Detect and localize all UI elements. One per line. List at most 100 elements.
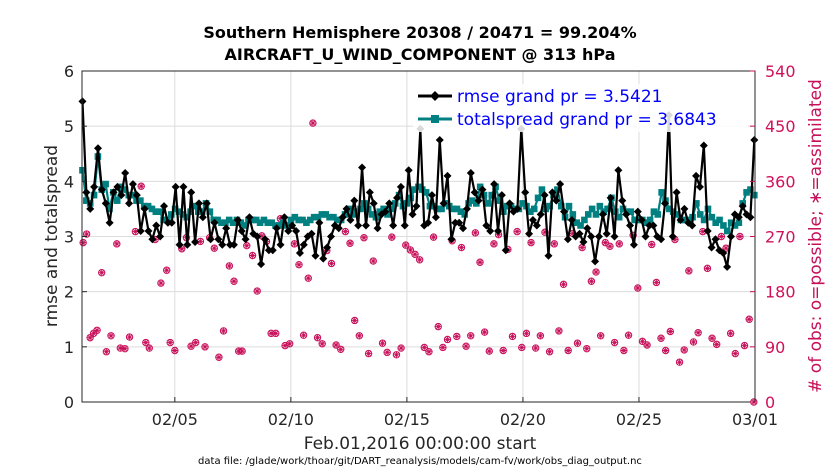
left-axis-title: rmse and totalspread bbox=[42, 145, 62, 327]
x-tick-label: 02/20 bbox=[500, 410, 546, 429]
obs-assimilated-point bbox=[249, 252, 256, 259]
totalspread-point bbox=[90, 191, 98, 199]
obs-assimilated-point bbox=[732, 350, 739, 357]
totalspread-point bbox=[723, 227, 731, 235]
data-file-footnote: data file: /glade/work/thoar/git/DART_re… bbox=[198, 456, 642, 467]
obs-assimilated-point bbox=[328, 260, 335, 267]
obs-assimilated-point bbox=[500, 347, 507, 354]
totalspread-point bbox=[237, 219, 245, 227]
rmse-point bbox=[210, 218, 219, 227]
totalspread-point bbox=[735, 219, 743, 227]
rmse-point bbox=[482, 221, 491, 230]
rmse-point bbox=[86, 204, 95, 213]
rmse-point bbox=[672, 188, 681, 197]
obs-assimilated-point bbox=[513, 228, 521, 235]
obs-assimilated-point bbox=[300, 331, 307, 339]
rmse-point bbox=[260, 235, 269, 244]
rmse-point bbox=[97, 185, 106, 194]
totalspread-point bbox=[314, 213, 322, 221]
totalspread-point bbox=[113, 197, 121, 204]
obs-assimilated-point bbox=[351, 317, 358, 324]
obs-assimilated-point bbox=[79, 239, 87, 246]
obs-assimilated-point bbox=[727, 330, 734, 337]
rmse-point bbox=[490, 180, 499, 189]
totalspread-point bbox=[673, 211, 681, 218]
obs-assimilated-point bbox=[713, 341, 720, 348]
obs-assimilated-point bbox=[132, 228, 139, 235]
x-tick-label: 02/15 bbox=[384, 410, 430, 429]
rmse-point bbox=[591, 257, 600, 266]
rmse-point bbox=[276, 240, 285, 249]
rmse-point bbox=[272, 224, 281, 233]
obs-assimilated-point bbox=[690, 338, 697, 346]
obs-assimilated-point bbox=[230, 278, 238, 285]
obs-assimilated-point bbox=[653, 279, 660, 286]
obs-assimilated-point bbox=[83, 230, 90, 238]
totalspread-point bbox=[534, 194, 542, 202]
rmse-point bbox=[175, 240, 184, 249]
totalspread-point bbox=[306, 216, 314, 224]
rmse-point bbox=[361, 221, 370, 230]
rmse-point bbox=[327, 232, 336, 241]
obs-assimilated-point bbox=[676, 358, 683, 366]
obs-assimilated-point bbox=[281, 342, 289, 349]
totalspread-point bbox=[287, 216, 295, 224]
totalspread-point bbox=[476, 183, 484, 191]
obs-assimilated-point bbox=[606, 243, 614, 250]
obs-assimilated-point bbox=[90, 330, 97, 337]
totalspread-point bbox=[206, 208, 214, 215]
obs-assimilated-point bbox=[411, 251, 419, 258]
obs-assimilated-point bbox=[458, 244, 465, 251]
rmse-point bbox=[598, 210, 607, 219]
rmse-point bbox=[575, 229, 584, 238]
rmse-point bbox=[198, 213, 207, 222]
rmse-point bbox=[649, 221, 658, 230]
obs-assimilated-point bbox=[365, 350, 372, 357]
totalspread-point bbox=[295, 216, 302, 224]
rmse-point bbox=[152, 221, 161, 230]
obs-assimilated-point bbox=[166, 339, 174, 346]
obs-assimilated-point bbox=[258, 232, 266, 240]
rmse-point bbox=[241, 235, 250, 244]
obs-assimilated-point bbox=[416, 256, 423, 263]
obs-assimilated-point bbox=[332, 341, 340, 349]
obs-assimilated-point bbox=[272, 330, 279, 337]
rmse-point bbox=[128, 180, 137, 189]
totalspread-point bbox=[106, 205, 113, 213]
rmse-point bbox=[424, 218, 433, 227]
rmse-point bbox=[148, 235, 157, 244]
totalspread-point bbox=[716, 216, 723, 224]
totalspread-point bbox=[712, 219, 719, 227]
obs-assimilated-point bbox=[291, 240, 298, 248]
obs-assimilated-point bbox=[602, 239, 609, 246]
totalspread-point bbox=[681, 216, 689, 224]
obs-assimilated-point bbox=[481, 328, 488, 336]
rmse-point bbox=[358, 163, 367, 172]
x-axis-ticks: 02/05 02/10 02/15 02/20 02/25 03/01 bbox=[152, 397, 778, 429]
rmse-point bbox=[295, 249, 304, 258]
obs-assimilated-point bbox=[704, 265, 711, 272]
obs-assimilated-point bbox=[346, 240, 354, 247]
rmse-series bbox=[78, 97, 759, 271]
rmse-point bbox=[125, 199, 134, 208]
rmse-point bbox=[695, 182, 704, 191]
rmse-point bbox=[707, 243, 716, 252]
right-tick-label: 360 bbox=[765, 172, 796, 191]
legend-spread-marker bbox=[431, 115, 439, 123]
right-tick-label: 0 bbox=[765, 393, 775, 412]
left-axis-ticks: 0 1 2 3 4 5 6 bbox=[64, 62, 87, 412]
rmse-point bbox=[536, 210, 545, 219]
obs-assimilated-point bbox=[360, 234, 368, 241]
rmse-point bbox=[109, 188, 118, 197]
obs-assimilated-point bbox=[671, 236, 679, 243]
rmse-point bbox=[552, 196, 561, 205]
obs-assimilated-point bbox=[667, 328, 674, 335]
right-tick-label: 270 bbox=[765, 228, 796, 247]
rmse-point bbox=[439, 199, 448, 208]
totalspread-point bbox=[584, 211, 592, 218]
rmse-point bbox=[583, 224, 592, 233]
obs-assimilated-point bbox=[163, 267, 170, 274]
totalspread-point bbox=[299, 216, 306, 224]
obs-assimilated-point bbox=[541, 229, 549, 236]
